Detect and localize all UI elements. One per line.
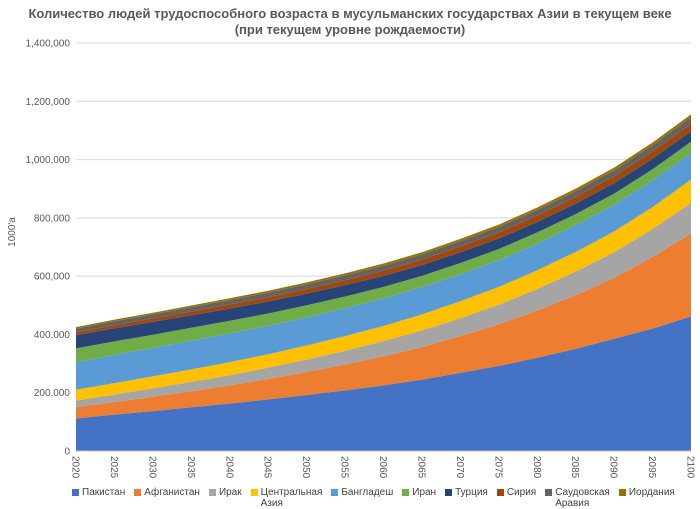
y-tick-label: 400,000: [34, 330, 71, 341]
area-series-афганистан: [76, 233, 691, 419]
y-tick-label: 200,000: [34, 388, 71, 399]
y-tick-label: 1,400,000: [26, 39, 71, 50]
x-tick-label: 2060: [377, 456, 388, 479]
x-tick-label: 2095: [646, 456, 657, 479]
legend-swatch: [331, 489, 339, 496]
legend-swatch: [208, 489, 216, 496]
legend-item: Иран: [402, 487, 436, 509]
y-tick-label: 0: [64, 447, 70, 458]
legend-item: Афганистан: [134, 487, 200, 509]
x-tick-label: 2045: [262, 456, 273, 479]
legend-swatch: [545, 489, 553, 496]
y-tick-label: 1,000,000: [26, 155, 71, 166]
legend-swatch: [134, 489, 142, 496]
y-axis-label: 1000'а: [7, 217, 18, 247]
x-tick-label: 2055: [339, 456, 350, 479]
legend-label: Ирак: [218, 487, 242, 498]
x-tick-label: 2075: [492, 456, 503, 479]
chart-title: Количество людей трудоспособного возраст…: [0, 6, 700, 38]
legend-swatch: [250, 489, 258, 496]
legend-item: Саудовская Аравия: [545, 487, 610, 509]
y-tick-label: 1,200,000: [26, 97, 71, 108]
area-series-иран: [76, 141, 691, 363]
area-series-турция: [76, 131, 691, 349]
legend-label: Турция: [455, 487, 488, 498]
x-tick-label: 2025: [108, 456, 119, 479]
legend-item: Турция: [445, 487, 488, 509]
legend-label: Иран: [412, 487, 437, 498]
x-tick-label: 2090: [608, 456, 619, 479]
axes: 0 200,000 400,000 600,000 800,000 1,000,000 1,…: [26, 39, 696, 479]
legend-label: Сирия: [506, 487, 537, 498]
y-tick-label: 600,000: [34, 272, 71, 283]
x-tick-label: 2085: [569, 456, 580, 479]
x-tick-label: 2080: [531, 456, 542, 479]
legend-item: Бангладеш: [331, 487, 393, 509]
x-tick-label: 2035: [185, 456, 196, 479]
legend-item: Ирак: [208, 487, 242, 509]
chart-title-line: Количество людей трудоспособного возраст…: [28, 6, 672, 21]
legend-swatch: [72, 489, 79, 496]
legend-item: Пакистан: [72, 487, 125, 509]
area-series-бангладеш: [76, 152, 691, 390]
legend-label: Бангладеш: [341, 487, 394, 498]
x-tick-label: 2065: [415, 456, 426, 479]
legend-label: Афганистан: [144, 487, 200, 498]
x-tick-label: 2070: [454, 456, 465, 479]
y-tick-label: 800,000: [34, 213, 71, 224]
area-series: [76, 114, 691, 451]
legend-item: Сирия: [496, 487, 537, 509]
chart-legend: Пакистан Афганистан Ирак Центральная Азия Бан…: [72, 487, 692, 509]
legend-label: Пакистан: [82, 487, 126, 498]
legend-swatch: [402, 489, 410, 496]
area-series-пакистан: [76, 316, 691, 451]
legend-swatch: [618, 489, 626, 496]
legend-label: Саудовская Аравия: [555, 487, 610, 509]
x-tick-label: 2040: [223, 456, 234, 479]
x-tick-label: 2030: [146, 456, 157, 479]
x-tick-label: 2020: [70, 456, 81, 479]
legend-swatch: [445, 489, 453, 496]
legend-label: Иордания: [628, 487, 675, 498]
legend-item: Центральная Азия: [250, 487, 323, 509]
x-tick-label: 2050: [300, 456, 311, 479]
legend-swatch: [496, 489, 504, 496]
legend-label: Центральная Азия: [260, 487, 323, 509]
x-tick-label: 2100: [685, 456, 696, 479]
legend-item: Иордания: [618, 487, 675, 509]
chart-subtitle: (при текущем уровне рождаемости): [234, 22, 466, 37]
